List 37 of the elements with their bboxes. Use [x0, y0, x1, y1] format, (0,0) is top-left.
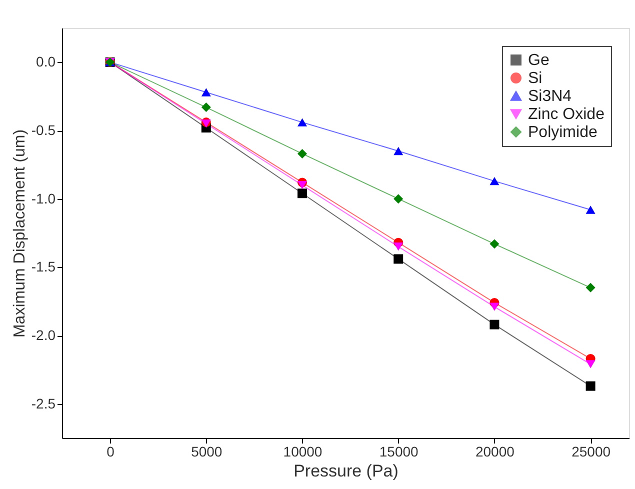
y-axis-title: Maximum Displacement (um) — [11, 129, 28, 338]
point — [298, 181, 307, 190]
point — [490, 239, 500, 249]
y-tick-label: -2.0 — [31, 327, 56, 343]
y-tick-label: 0.0 — [36, 54, 56, 70]
point — [394, 194, 404, 204]
x-axis-title: Pressure (Pa) — [294, 462, 398, 480]
point — [586, 360, 596, 368]
point — [298, 118, 307, 126]
x-tick-label: 15000 — [379, 444, 419, 460]
point — [490, 320, 500, 330]
point — [394, 242, 404, 251]
legend-label: Zinc Oxide — [528, 106, 605, 123]
point — [201, 102, 211, 112]
legend-label: Si3N4 — [528, 88, 572, 105]
legend-label: Polyimide — [528, 124, 598, 141]
point — [586, 282, 596, 292]
x-tick-label: 25000 — [572, 444, 611, 460]
point — [586, 381, 596, 391]
x-tick-label: 5000 — [191, 444, 222, 460]
y-tick-label: -1.0 — [31, 190, 56, 206]
x-tick-label: 0 — [106, 444, 115, 460]
point — [490, 302, 500, 311]
point — [298, 148, 307, 158]
point — [298, 188, 307, 198]
legend-label: Ge — [528, 52, 550, 69]
point — [201, 88, 211, 96]
x-tick-label: 20000 — [475, 444, 515, 460]
point — [586, 206, 596, 214]
x-tick-label: 10000 — [283, 444, 322, 460]
point — [394, 254, 404, 264]
legend-label: Si — [528, 70, 542, 87]
y-tick-label: -0.5 — [31, 122, 56, 138]
point — [394, 146, 404, 156]
y-tick-label: -2.5 — [31, 395, 56, 412]
point — [490, 176, 500, 186]
y-tick-label: -1.5 — [31, 258, 56, 275]
